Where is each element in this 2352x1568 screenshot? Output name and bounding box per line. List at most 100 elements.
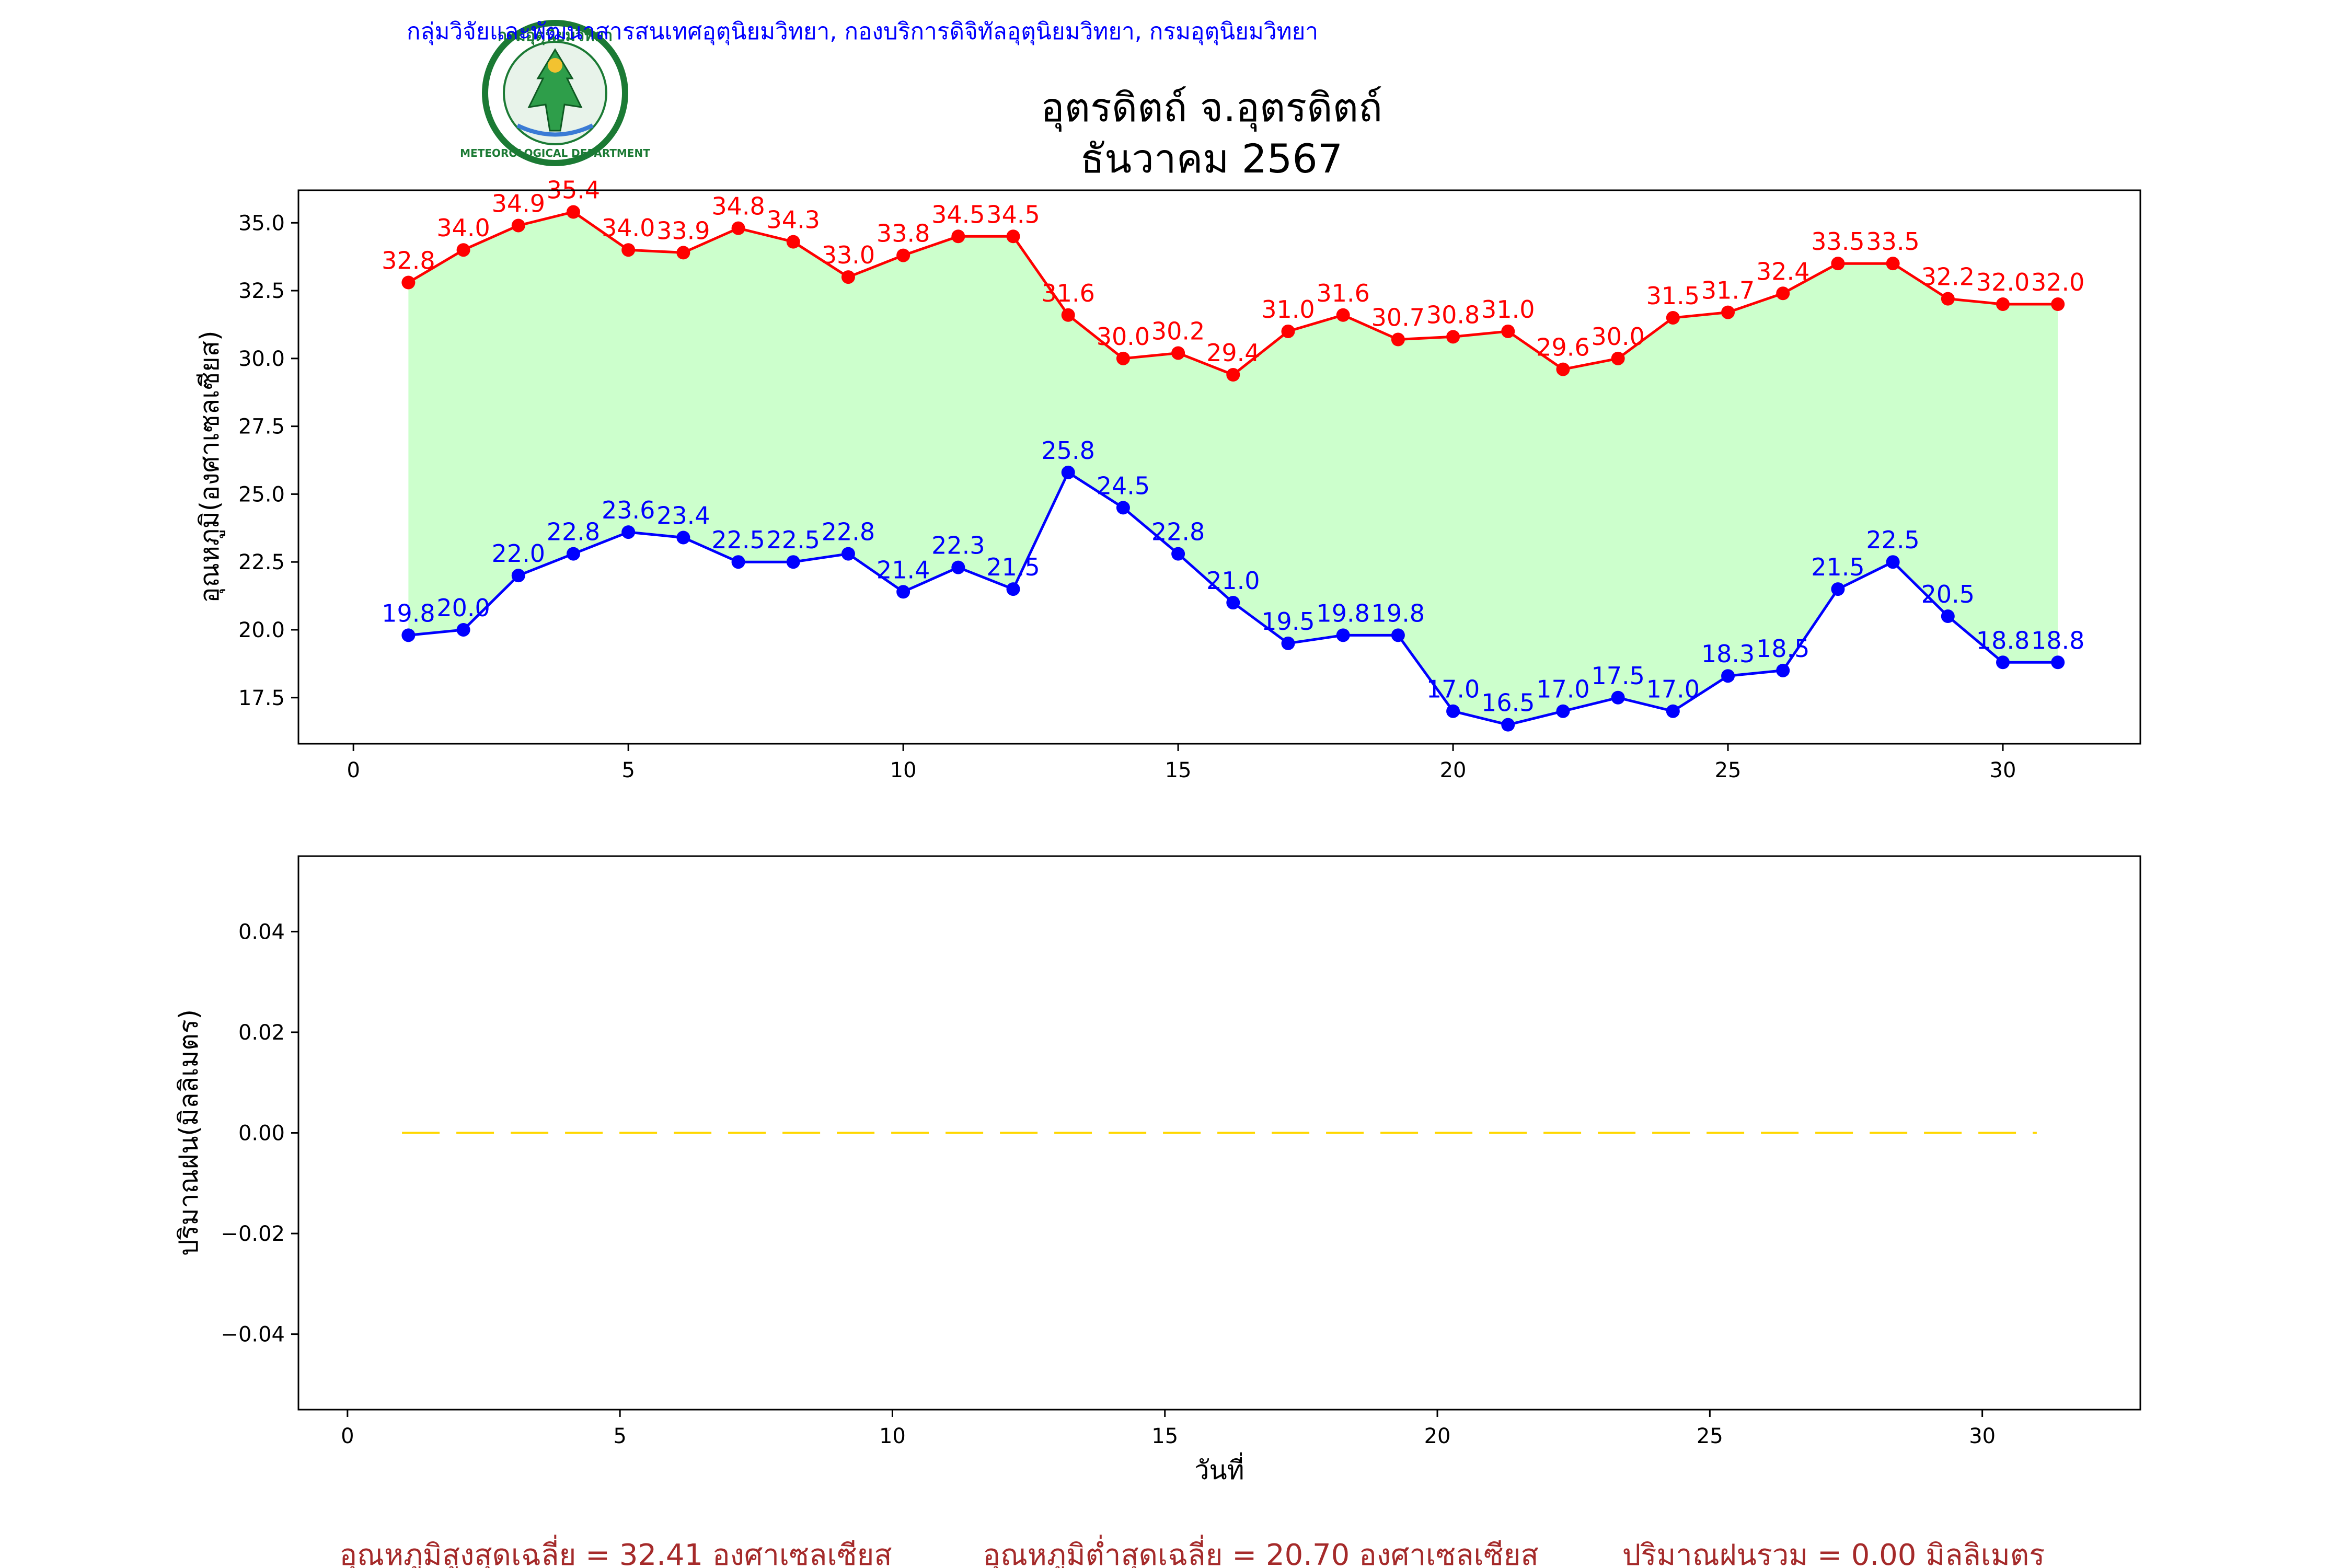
max-temperature-data-label: 34.0	[436, 214, 490, 242]
temperature-y-axis-label: อุณหภูมิ(องศาเซลเซียส)	[194, 330, 225, 603]
max-temperature-point	[1611, 351, 1625, 365]
temperature-x-tick-label: 5	[621, 758, 635, 782]
max-temperature-data-label: 32.2	[1921, 263, 1975, 291]
min-temperature-point	[896, 585, 910, 599]
chart-title-line2: ธันวาคม 2567	[1080, 135, 1343, 182]
temperature-plot-frame	[297, 189, 2141, 745]
temperature-x-tick-label: 15	[1165, 758, 1192, 782]
min-temperature-data-label: 19.8	[1316, 599, 1369, 627]
min-temperature-data-label: 22.8	[1151, 518, 1205, 546]
min-temperature-data-label: 21.5	[1811, 553, 1864, 581]
summary-avg-min: อุณหภูมิต่ำสุดเฉลี่ย = 20.70 องศาเซลเซีย…	[983, 1535, 1538, 1568]
max-temperature-point	[1831, 257, 1845, 271]
temperature-chart: 32.834.034.9 35.434.0 33.934.8 34.333.033.8…	[194, 176, 2141, 782]
logo-text-bottom: METEOROLOGICAL DEPARTMENT	[460, 147, 650, 159]
max-temperature-point	[786, 235, 800, 249]
max-temperature-data-label: 30.2	[1151, 317, 1205, 345]
min-temperature-data-label: 20.0	[436, 594, 490, 622]
min-temperature-data-label: 17.0	[1536, 675, 1589, 704]
min-temperature-data-label: 17.0	[1426, 675, 1480, 704]
min-temperature-point	[1226, 596, 1240, 610]
min-temperature-data-label: 18.3	[1701, 640, 1755, 668]
max-temperature-point	[1996, 297, 2010, 312]
max-temperature-data-label: 31.0	[1481, 295, 1535, 324]
temperature-y-tick-label: 25.0	[238, 482, 285, 506]
temperature-range-fill	[408, 212, 2058, 725]
max-temperature-point	[1666, 310, 1680, 325]
max-temperature-data-label: 30.7	[1371, 304, 1425, 332]
min-temperature-point	[676, 531, 690, 545]
min-temperature-data-label: 21.0	[1206, 567, 1260, 595]
max-temperature-data-label: 33.8	[877, 220, 930, 248]
min-temperature-data-label: 22.0	[492, 539, 545, 568]
max-temperature-data-label: 34.3	[767, 206, 820, 234]
temperature-y-tick-label: 32.5	[238, 279, 285, 303]
max-temperature-data-label: 34.5	[986, 200, 1040, 228]
max-temperature-point	[1006, 229, 1020, 244]
max-temperature-data-label: 34.8	[711, 192, 765, 221]
max-temperature-point	[1336, 308, 1350, 322]
min-temperature-data-label: 23.4	[656, 501, 710, 529]
max-temperature-data-label: 34.5	[931, 200, 985, 228]
min-temperature-point	[1171, 547, 1185, 561]
max-temperature-data-label: 31.7	[1701, 276, 1755, 305]
max-temperature-data-label: 33.5	[1866, 227, 1919, 256]
rainfall-chart: 0 5 10 15 20 25 30 −0.04 −0.02 0.00 0.02 0.04 ปริม…	[174, 855, 2141, 1485]
min-temperature-data-label: 18.5	[1756, 635, 1809, 663]
max-temperature-point	[621, 243, 636, 257]
rainfall-x-axis-label: วันที่	[1194, 1452, 1244, 1485]
min-temperature-point	[456, 622, 470, 637]
max-temperature-data-label: 29.4	[1206, 339, 1260, 367]
min-temperature-data-label: 24.5	[1097, 471, 1150, 500]
temperature-x-tick-label: 25	[1715, 758, 1742, 782]
rainfall-y-tick-label: 0.00	[238, 1122, 285, 1146]
max-temperature-point	[1721, 305, 1735, 319]
min-temperature-point	[841, 547, 855, 561]
min-temperature-point	[951, 560, 965, 574]
max-temperature-data-label: 34.0	[602, 214, 655, 242]
min-temperature-data-label: 25.8	[1042, 436, 1095, 465]
min-temperature-point	[1336, 628, 1350, 642]
max-temperature-data-label: 31.6	[1042, 279, 1095, 307]
max-temperature-point	[951, 229, 965, 244]
max-temperature-point	[731, 221, 745, 235]
max-temperature-data-label: 29.6	[1536, 333, 1589, 362]
max-temperature-data-label: 30.0	[1097, 322, 1150, 351]
min-temperature-data-label: 22.8	[547, 518, 600, 546]
min-temperature-data-label: 22.5	[711, 526, 765, 554]
max-temperature-data-label: 30.0	[1591, 322, 1644, 351]
max-temperature-point	[511, 218, 525, 233]
min-temperature-data-label: 19.5	[1261, 607, 1315, 636]
max-temperature-data-label: 33.0	[822, 241, 875, 269]
min-temperature-point	[1666, 704, 1680, 718]
min-temperature-point	[1996, 655, 2010, 670]
min-temperature-point	[1556, 704, 1570, 718]
agency-line: กลุ่มวิจัยและพัฒนาสารสนเทศอุตุนิยมวิทยา,…	[407, 18, 1318, 45]
min-temperature-point	[1611, 690, 1625, 705]
temperature-x-tick-label: 0	[347, 758, 360, 782]
max-temperature-point	[1391, 332, 1405, 347]
min-temperature-point	[1776, 663, 1790, 677]
temperature-x-tick-label: 20	[1440, 758, 1467, 782]
temperature-y-tick-label: 27.5	[238, 415, 285, 439]
min-temperature-point	[401, 628, 416, 642]
min-temperature-point	[1721, 669, 1735, 683]
min-temperature-data-label: 22.3	[931, 532, 985, 560]
min-temperature-point	[1446, 704, 1460, 718]
summary-avg-max: อุณหภูมิสูงสุดเฉลี่ย = 32.41 องศาเซลเซีย…	[339, 1535, 892, 1568]
rainfall-x-tick-label: 15	[1151, 1424, 1178, 1448]
rainfall-x-tick-label: 30	[1969, 1424, 1996, 1448]
min-temperature-data-label: 19.8	[382, 599, 435, 627]
min-temperature-point	[1941, 609, 1955, 624]
rainfall-x-tick-label: 5	[613, 1424, 626, 1448]
rainfall-y-tick-label: 0.04	[238, 920, 285, 944]
min-temperature-point	[1281, 636, 1295, 650]
max-temperature-point	[1116, 351, 1130, 365]
min-temperature-point	[731, 555, 745, 569]
max-temperature-data-label: 33.5	[1811, 227, 1864, 256]
max-temperature-point	[566, 205, 580, 219]
min-temperature-point	[2051, 655, 2065, 670]
max-temperature-data-label: 31.0	[1261, 295, 1315, 324]
min-temperature-point	[1061, 465, 1075, 479]
